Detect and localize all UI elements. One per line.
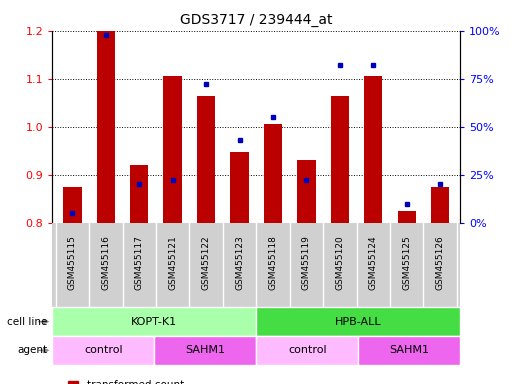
Text: control: control <box>84 345 122 356</box>
Bar <box>197 96 215 223</box>
Text: GSM455123: GSM455123 <box>235 235 244 290</box>
Text: agent: agent <box>17 345 47 356</box>
Bar <box>397 211 416 223</box>
Bar <box>364 76 382 223</box>
Text: GSM455122: GSM455122 <box>201 235 211 290</box>
Bar <box>63 187 82 223</box>
Text: control: control <box>288 345 326 356</box>
Text: GSM455118: GSM455118 <box>268 235 278 290</box>
Title: GDS3717 / 239444_at: GDS3717 / 239444_at <box>180 13 333 27</box>
Text: GSM455117: GSM455117 <box>135 235 144 290</box>
Bar <box>130 165 149 223</box>
Bar <box>431 187 449 223</box>
Text: GSM455124: GSM455124 <box>369 235 378 290</box>
Bar <box>154 336 256 365</box>
Legend: transformed count, percentile rank within the sample: transformed count, percentile rank withi… <box>68 381 263 384</box>
Text: GSM455126: GSM455126 <box>436 235 445 290</box>
Bar <box>264 124 282 223</box>
Text: SAHM1: SAHM1 <box>389 345 429 356</box>
Text: HPB-ALL: HPB-ALL <box>335 316 382 327</box>
Bar <box>52 336 154 365</box>
Bar <box>256 336 358 365</box>
Bar <box>164 76 182 223</box>
Bar <box>52 307 256 336</box>
Text: SAHM1: SAHM1 <box>185 345 225 356</box>
Text: GSM455119: GSM455119 <box>302 235 311 290</box>
Text: cell line: cell line <box>7 316 47 327</box>
Text: GSM455120: GSM455120 <box>335 235 344 290</box>
Text: GSM455121: GSM455121 <box>168 235 177 290</box>
Bar <box>297 161 315 223</box>
Bar <box>230 152 249 223</box>
Text: GSM455115: GSM455115 <box>68 235 77 290</box>
Bar <box>97 31 115 223</box>
Bar <box>256 307 460 336</box>
Text: KOPT-K1: KOPT-K1 <box>131 316 177 327</box>
Bar <box>358 336 460 365</box>
Bar <box>331 96 349 223</box>
Text: GSM455116: GSM455116 <box>101 235 110 290</box>
Text: GSM455125: GSM455125 <box>402 235 411 290</box>
